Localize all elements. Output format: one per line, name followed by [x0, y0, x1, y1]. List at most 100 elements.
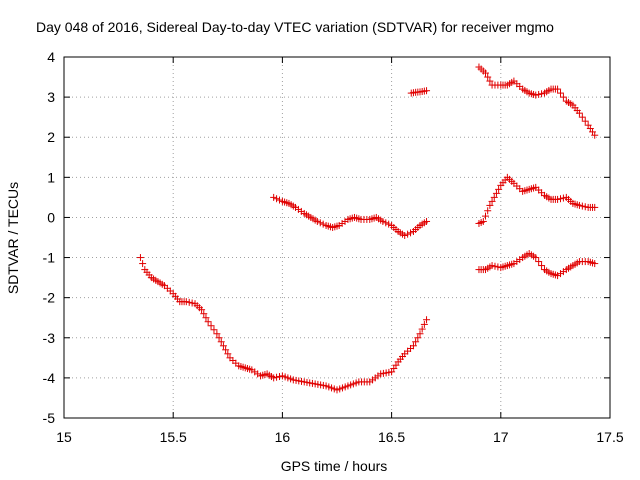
data-point [538, 262, 546, 270]
series-track-b [270, 193, 431, 239]
plot-frame [63, 56, 611, 419]
data-point [414, 334, 422, 342]
data-point [488, 197, 496, 205]
data-point [136, 254, 144, 262]
data-point [273, 195, 281, 203]
data-points [136, 63, 599, 394]
data-point [382, 219, 390, 227]
series-track-d [475, 63, 599, 139]
data-point [581, 117, 589, 125]
data-point [423, 87, 431, 95]
data-point [407, 229, 415, 237]
data-point [490, 193, 498, 201]
data-point [575, 201, 583, 209]
chart-title: Day 048 of 2016, Sidereal Day-to-day VTE… [36, 19, 554, 35]
data-point [198, 306, 206, 314]
y-tick-label: -3 [43, 330, 56, 346]
data-point [535, 90, 543, 98]
data-point [556, 89, 564, 97]
data-point [486, 201, 494, 209]
data-point [532, 91, 540, 99]
data-point [379, 217, 387, 225]
x-tick-label: 16 [275, 429, 291, 445]
y-tick-label: 3 [47, 89, 55, 105]
data-point [273, 373, 281, 381]
data-point [423, 217, 431, 225]
data-point [185, 298, 193, 306]
data-point [591, 260, 599, 268]
x-tick-label: 17.5 [596, 429, 623, 445]
data-point [535, 258, 543, 266]
data-point [591, 131, 599, 139]
data-point [482, 69, 490, 77]
data-point [578, 113, 586, 121]
data-point [484, 207, 492, 215]
data-point [224, 350, 232, 358]
data-point [409, 342, 417, 350]
data-point [401, 231, 409, 239]
x-axis-label: GPS time / hours [281, 458, 388, 474]
y-tick-label: 1 [47, 169, 55, 185]
data-point [215, 334, 223, 342]
data-point [486, 77, 494, 85]
series-track-a [136, 254, 431, 394]
data-point [217, 338, 225, 346]
data-point [139, 260, 147, 268]
data-point [578, 202, 586, 210]
y-tick-label: -1 [43, 250, 56, 266]
data-point [210, 326, 218, 334]
data-point [554, 85, 562, 93]
y-tick-label: -2 [43, 290, 56, 306]
data-point [207, 322, 215, 330]
data-point [575, 109, 583, 117]
data-point [416, 330, 424, 338]
series-track-e [475, 173, 599, 227]
data-point [222, 346, 230, 354]
data-point [200, 310, 208, 318]
data-point [418, 325, 426, 333]
y-tick-label: -4 [43, 370, 56, 386]
data-point [412, 338, 420, 346]
data-point [270, 374, 278, 382]
data-point [559, 93, 567, 101]
data-point [484, 73, 492, 81]
data-point [591, 203, 599, 211]
data-point [385, 220, 393, 228]
data-point [182, 298, 190, 306]
series-track-f [475, 250, 599, 280]
axis-ticks: 15 15.5 16 16.5 17 17.5 -5 -4 -3 -2 -1 0 1 2 3 4 [43, 49, 624, 445]
data-point [420, 320, 428, 328]
grid [64, 57, 610, 418]
data-point [554, 195, 562, 203]
data-point [213, 330, 221, 338]
y-tick-label: -5 [43, 410, 56, 426]
data-point [559, 194, 567, 202]
plot-border [63, 56, 611, 419]
data-point [556, 195, 564, 203]
x-tick-label: 16.5 [378, 429, 405, 445]
data-point [495, 185, 503, 193]
data-point [188, 299, 196, 307]
data-point [275, 196, 283, 204]
y-tick-label: 0 [47, 209, 55, 225]
data-point [423, 316, 431, 324]
data-point [492, 189, 500, 197]
y-axis-label: SDTVAR / TECUs [5, 182, 21, 294]
data-point [532, 254, 540, 262]
data-point [404, 230, 412, 238]
data-point [219, 342, 227, 350]
data-point [538, 90, 546, 98]
data-point [479, 217, 487, 225]
data-point [488, 262, 496, 270]
y-tick-label: 4 [47, 49, 55, 65]
y-tick-label: 2 [47, 129, 55, 145]
data-point [581, 203, 589, 211]
series-track-c [407, 87, 431, 97]
data-point [316, 219, 324, 227]
data-point [491, 262, 499, 270]
data-point [482, 212, 490, 220]
data-point [319, 220, 327, 228]
x-tick-label: 15.5 [160, 429, 187, 445]
